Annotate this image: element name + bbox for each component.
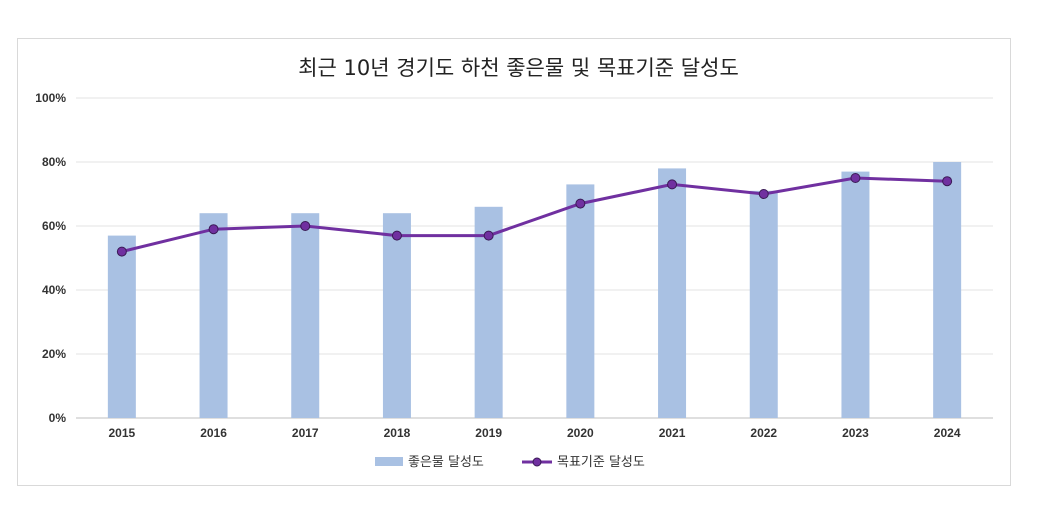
x-tick-label: 2018 bbox=[384, 426, 411, 440]
x-tick-label: 2022 bbox=[750, 426, 777, 440]
y-tick-label: 60% bbox=[42, 219, 66, 233]
bar bbox=[658, 168, 687, 418]
x-tick-label: 2021 bbox=[659, 426, 686, 440]
y-tick-label: 40% bbox=[42, 283, 66, 297]
line-point bbox=[300, 221, 311, 231]
bar bbox=[749, 190, 778, 418]
x-tick-label: 2019 bbox=[475, 426, 502, 440]
line-point bbox=[116, 246, 127, 257]
line-point bbox=[483, 230, 494, 241]
legend-label: 목표기준 달성도 bbox=[557, 455, 645, 470]
x-tick-label: 2020 bbox=[567, 426, 594, 440]
x-tick-label: 2016 bbox=[200, 426, 227, 440]
x-tick-label: 2015 bbox=[108, 426, 135, 440]
x-tick-label: 2024 bbox=[934, 426, 961, 440]
y-tick-label: 80% bbox=[42, 155, 66, 169]
legend-label: 좋은물 달성도 bbox=[408, 455, 484, 470]
bar bbox=[841, 171, 870, 418]
line-point bbox=[667, 179, 678, 190]
line-point bbox=[575, 198, 586, 209]
line-point bbox=[850, 173, 861, 183]
chart-title: 최근 10년 경기도 하천 좋은물 및 목표기준 달성도 bbox=[298, 56, 739, 80]
bar bbox=[107, 235, 136, 418]
line-point bbox=[391, 230, 402, 241]
y-tick-label: 100% bbox=[35, 91, 66, 105]
bar bbox=[199, 213, 228, 418]
bar bbox=[474, 206, 503, 418]
legend-line-marker bbox=[532, 457, 542, 467]
y-tick-label: 0% bbox=[49, 411, 67, 425]
line-point bbox=[758, 189, 769, 199]
legend-bar-swatch bbox=[375, 457, 403, 466]
bar bbox=[291, 213, 320, 418]
x-tick-label: 2023 bbox=[842, 426, 869, 440]
y-tick-label: 20% bbox=[42, 347, 66, 361]
bar bbox=[933, 162, 962, 418]
series-line bbox=[121, 176, 948, 254]
line-point bbox=[942, 176, 953, 187]
x-tick-label: 2017 bbox=[292, 426, 319, 440]
bar bbox=[382, 213, 411, 418]
bar bbox=[566, 184, 595, 418]
line-point bbox=[208, 224, 219, 235]
